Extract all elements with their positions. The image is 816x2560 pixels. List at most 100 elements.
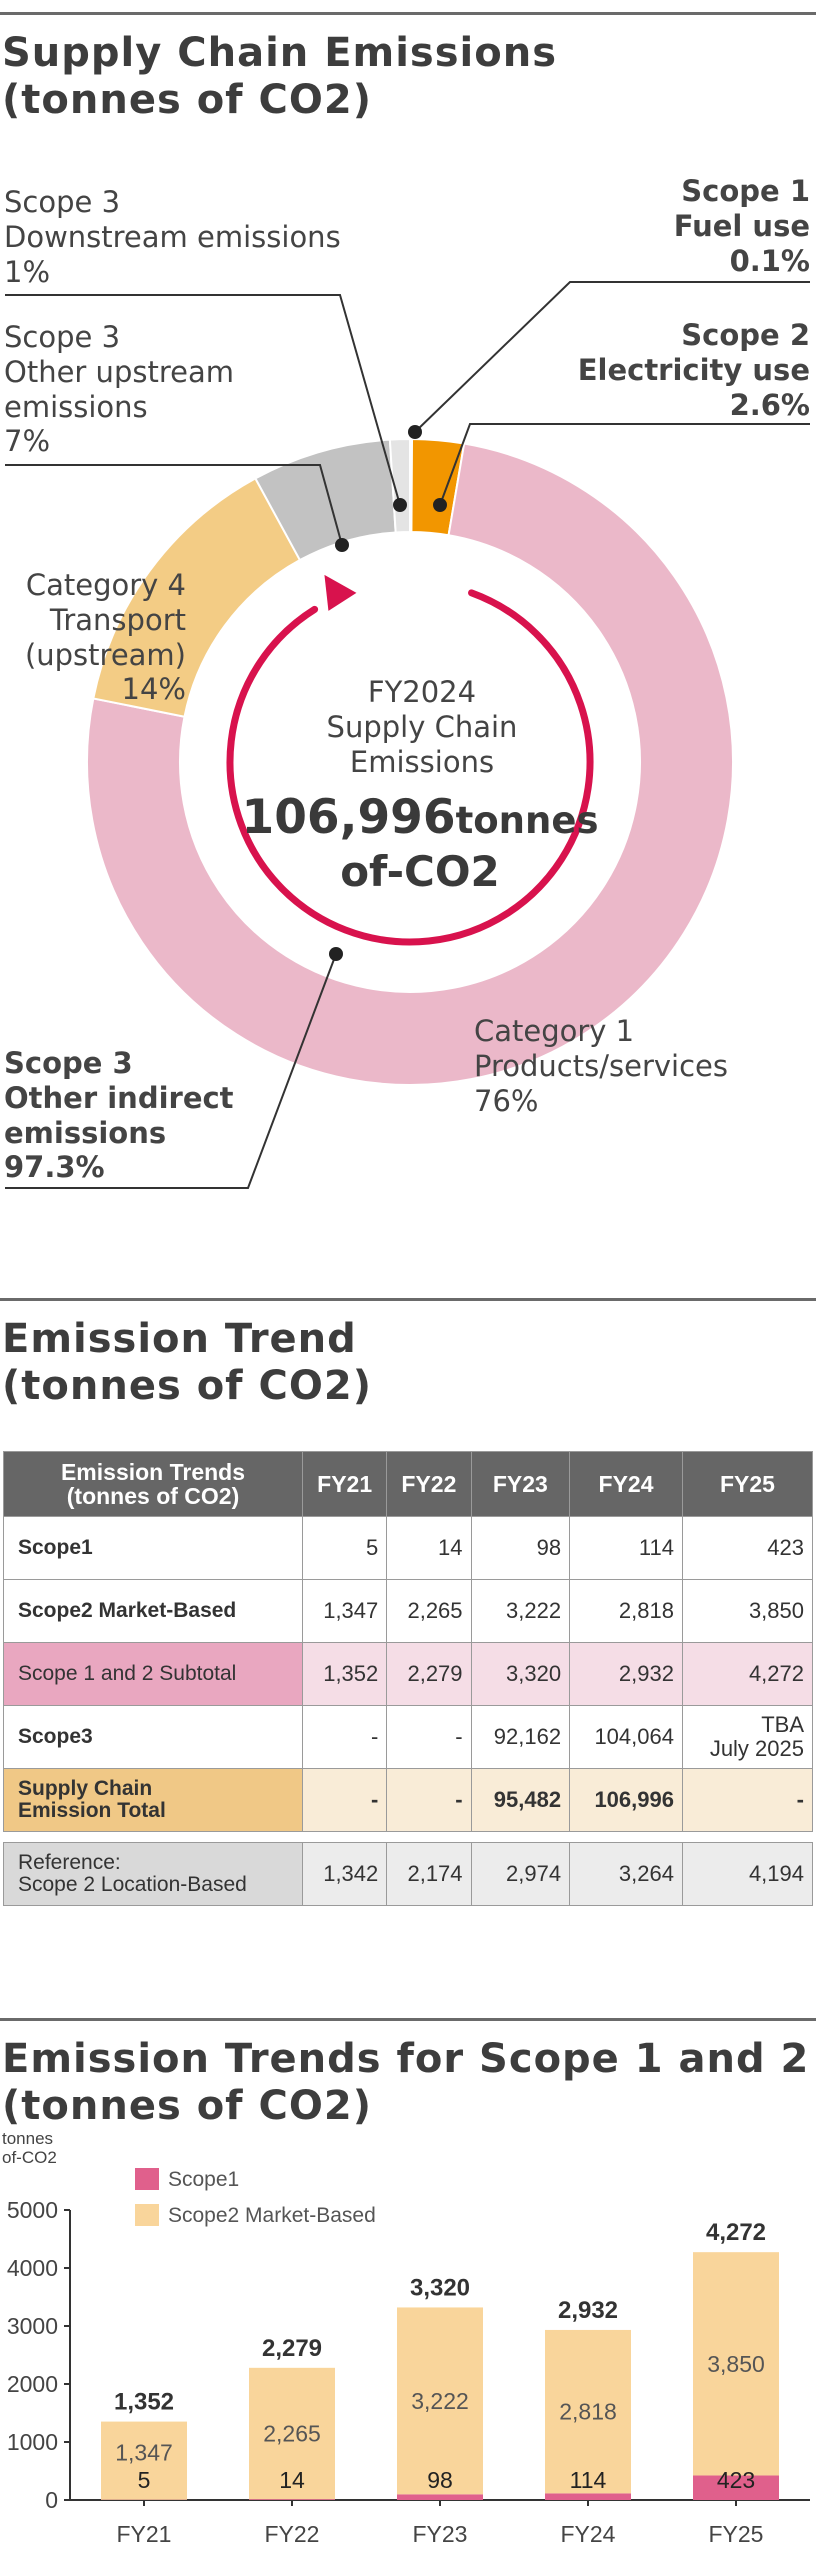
table-cell: 423 [682,1517,813,1580]
legend-swatch [135,2204,159,2226]
label-line: Fuel use [673,208,810,243]
data-label-scope2: 2,265 [263,2421,321,2447]
leader-line-other-upstream [5,464,343,546]
label-line: 76% [474,1083,539,1118]
legend-swatch [135,2168,159,2190]
table-corner-header: Emission Trends (tonnes of CO2) [3,1451,303,1517]
table-cell: 2,974 [471,1842,571,1906]
table-spacer [3,1832,813,1842]
table-row-scope3: Scope3 - - 92,162 104,064 TBA July 2025 [3,1706,813,1769]
bar-scope2 [249,2367,335,2500]
x-tick-label: FY24 [561,2521,616,2547]
header-line: (tonnes of CO2) [66,1483,240,1509]
bar-scope2 [693,2252,779,2476]
label-line: 14% [121,672,186,707]
data-label-total: 4,272 [706,2219,766,2246]
table-row-subtotal: Scope 1 and 2 Subtotal 1,352 2,279 3,320… [3,1643,813,1706]
bar-scope1 [545,2493,631,2500]
y-axis-title: tonnes [2,2129,53,2148]
label-line: (upstream) [24,637,186,672]
row-header-line: Reference: [18,1850,121,1874]
y-tick-label: 1000 [7,2429,58,2455]
data-label-total: 2,932 [558,2297,618,2324]
leader-line-indirect [5,953,337,1189]
table-cell: 5 [303,1517,388,1580]
data-label-scope2: 3,222 [411,2388,469,2414]
table-cell: 98 [471,1517,571,1580]
cycle-arrowhead [324,574,357,611]
bar-scope2 [397,2307,483,2495]
label-line: Scope 3 [4,1046,133,1080]
table-cell: 4,272 [682,1643,813,1706]
label-line: Transport [49,602,186,637]
data-label-scope1: 5 [138,2467,151,2493]
section-divider [0,12,816,15]
leader-dot [335,538,349,552]
title-line: Emission Trends for Scope 1 and 2 [2,2036,810,2082]
label-scope1-fuel: Scope 1 Fuel use 0.1% [500,174,810,278]
supply-chain-donut-chart [5,281,810,1189]
label-line: emissions [4,1115,167,1150]
data-label-scope1: 114 [570,2467,607,2493]
section-title-supply-chain: Supply Chain Emissions (tonnes of CO2) [2,30,557,124]
label-line: Downstream emissions [4,219,341,254]
label-line: Other indirect [4,1080,234,1115]
table-cell: 3,264 [570,1842,683,1906]
legend-label: Scope2 Market-Based [168,2204,376,2227]
table-cell: 1,352 [303,1643,388,1706]
bar-scope2 [101,2421,187,2500]
section-title-scope12-trends: Emission Trends for Scope 1 and 2 (tonne… [2,2036,809,2130]
bar-scope1 [249,2499,335,2500]
label-line: Scope 3 [4,185,121,219]
center-unit: tonnes [455,799,599,842]
header-line: Emission Trends [60,1458,246,1485]
x-tick-label: FY21 [117,2521,172,2547]
leader-dot [408,425,422,439]
row-header: Supply Chain Emission Total [3,1769,303,1832]
data-label-total: 3,320 [410,2274,470,2301]
data-label-scope1: 14 [279,2467,305,2493]
row-header-line: Supply Chain [18,1776,153,1800]
column-header: FY21 [303,1451,388,1517]
table-cell: 2,174 [387,1842,472,1906]
leader-dot [433,498,447,512]
center-year: FY2024 [367,675,477,709]
table-cell: 2,932 [570,1643,683,1706]
table-cell: - [682,1769,813,1832]
label-line: Category 1 [474,1014,635,1048]
y-tick-label: 3000 [7,2313,58,2339]
data-label-scope2: 1,347 [115,2440,173,2466]
label-line: Scope 2 [681,318,810,352]
label-scope2-electricity: Scope 2 Electricity use 2.6% [500,318,810,422]
label-line: emissions [4,389,148,424]
legend-label: Scope1 [168,2168,239,2191]
label-line: 7% [4,424,51,459]
leader-line-downstream [5,294,401,506]
section-divider [0,1298,816,1301]
center-unit: of-CO2 [340,847,500,896]
data-label-scope2: 2,818 [559,2399,617,2425]
data-label-total: 1,352 [114,2389,174,2416]
table-cell: - [387,1706,472,1769]
y-axis-title: of-CO2 [2,2148,57,2167]
center-subtitle: Emissions [349,744,495,779]
label-scope3-other-indirect: Scope 3 Other indirect emissions 97.3% [4,1046,234,1185]
label-line: 1% [4,254,51,289]
section-divider [0,2018,816,2021]
title-line: Emission Trend [2,1316,357,1362]
table-cell: 104,064 [570,1706,683,1769]
row-header-line: Scope 2 Location-Based [18,1873,247,1896]
data-label-scope1: 98 [427,2467,453,2493]
table-cell-tba: TBA July 2025 [682,1706,813,1769]
label-line: 2.6% [729,387,810,422]
table-cell: 3,222 [471,1580,571,1643]
row-header: Scope2 Market-Based [3,1580,303,1643]
label-scope3-other-upstream: Scope 3 Other upstream emissions 7% [4,320,234,459]
center-subtitle: Supply Chain [326,709,518,744]
table-cell: 14 [387,1517,472,1580]
y-tick-label: 4000 [7,2255,58,2281]
row-header: Reference: Scope 2 Location-Based [3,1842,303,1906]
table-row-scope1: Scope1 5 14 98 114 423 [3,1517,813,1580]
label-line: Electricity use [577,352,810,387]
